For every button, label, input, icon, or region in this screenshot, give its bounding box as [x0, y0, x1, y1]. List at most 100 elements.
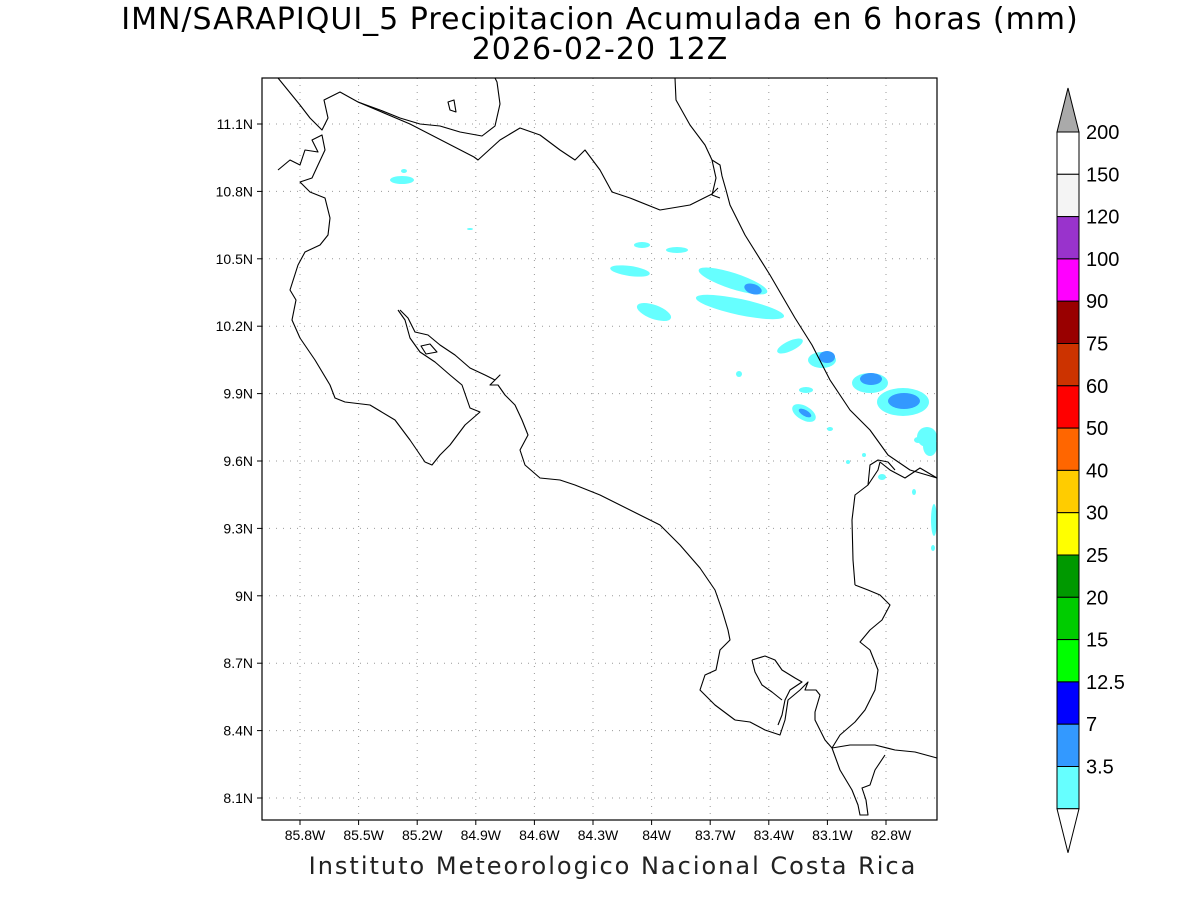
legend-color-box [1056, 639, 1080, 683]
golfo-dulce-coast [751, 655, 803, 726]
legend-level-label: 60 [1086, 376, 1108, 398]
lat-tick-label: 10.8N [216, 183, 253, 199]
legend-color-box [1056, 554, 1080, 598]
rain-cell [401, 169, 407, 173]
rain-cell [636, 302, 672, 322]
lon-tick-label: 82.8W [871, 827, 912, 843]
map-title: IMN/SARAPIQUI_5 Precipitacion Acumulada … [121, 2, 1079, 37]
legend-color-box [1056, 343, 1080, 387]
lat-tick-label: 9.9N [223, 386, 253, 402]
pacific-coast [399, 309, 736, 721]
rain-cell [888, 393, 920, 409]
lat-tick-label: 9N [235, 588, 253, 604]
rain-cell [878, 474, 886, 480]
rain-cell [799, 387, 813, 393]
lon-tick-label: 84W [642, 827, 672, 843]
osa-peninsula [734, 584, 891, 749]
map-frame [261, 77, 938, 821]
golfo-dulce-coast [751, 659, 783, 701]
legend-over-arrow [1056, 87, 1080, 133]
rain-cell [777, 338, 803, 354]
legend-level-label: 15 [1086, 630, 1108, 652]
longitude-labels: 85.8W 85.5W 85.2W 84.9W 84.6W 84.3W 84W 83.7W 83… [285, 820, 912, 843]
legend-level-label: 30 [1086, 503, 1108, 525]
lat-tick-label: 11.1N [217, 116, 253, 132]
legend-level-label: 50 [1086, 418, 1108, 440]
gulf-islet [420, 343, 438, 355]
lon-tick-label: 84.3W [578, 827, 619, 843]
rain-cell [666, 247, 688, 253]
rain-cell [862, 453, 866, 457]
precipitation-legend: 200 150 120 100 90 75 60 50 40 30 25 20 15 12.5 7 3.5 [1056, 87, 1125, 853]
legend-color-box [1056, 596, 1080, 641]
coastlines [277, 77, 938, 816]
lon-tick-label: 84.6W [519, 827, 560, 843]
legend-level-label: 120 [1086, 207, 1119, 229]
pacific-coast [277, 134, 481, 466]
legend-level-label: 3.5 [1086, 757, 1114, 779]
rain-cell [736, 371, 742, 377]
rain-cell [931, 545, 935, 551]
legend-level-label: 150 [1086, 164, 1119, 186]
legend-level-label: 25 [1086, 545, 1108, 567]
northern-border [357, 101, 719, 211]
rain-cell [819, 351, 835, 363]
rain-cell [923, 436, 937, 456]
rain-cell [931, 504, 937, 536]
rain-cell [390, 176, 414, 184]
rain-cell [695, 294, 785, 320]
legend-level-label: 12.5 [1086, 672, 1125, 694]
legend-color-box [1056, 723, 1080, 768]
lat-tick-label: 9.6N [223, 453, 253, 469]
rain-cell [798, 408, 812, 418]
panama-border [851, 461, 938, 586]
lat-tick-label: 10.5N [216, 251, 253, 267]
lat-tick-label: 9.3N [223, 520, 253, 536]
footer-credit: Instituto Meteorologico Nacional Costa R… [308, 852, 918, 880]
lon-tick-label: 85.5W [343, 827, 384, 843]
map-grid [262, 78, 937, 820]
legend-color-box [1056, 512, 1080, 556]
lon-tick-label: 85.8W [285, 827, 326, 843]
caribbean-coast [711, 159, 938, 479]
nicaragua-coast [674, 77, 713, 161]
legend-color-box [1056, 766, 1080, 810]
legend-level-label: 100 [1086, 249, 1119, 271]
rain-cell [634, 242, 650, 248]
legend-color-box [1056, 427, 1080, 471]
lon-tick-label: 85.2W [402, 827, 443, 843]
lon-tick-label: 83.4W [754, 827, 795, 843]
legend-color-box [1056, 131, 1080, 175]
legend-color-box [1056, 300, 1080, 345]
rain-cell [860, 373, 882, 385]
legend-under-arrow [1056, 808, 1080, 853]
panama-coast [831, 744, 938, 759]
burica-peninsula [831, 747, 886, 816]
precipitation-areas [390, 169, 937, 551]
legend-level-label: 75 [1086, 334, 1108, 356]
map-datetime: 2026-02-20 12Z [471, 32, 729, 67]
lon-tick-label: 83.7W [695, 827, 736, 843]
lat-tick-label: 10.2N [216, 318, 253, 334]
rain-light-areas [390, 169, 937, 551]
lat-tick-label: 8.1N [223, 790, 253, 806]
lat-tick-label: 8.7N [223, 655, 253, 671]
legend-color-box [1056, 681, 1080, 725]
legend-level-label: 40 [1086, 460, 1108, 482]
legend-level-label: 90 [1086, 291, 1108, 313]
caribbean-coast [711, 159, 721, 199]
legend-color-box [1056, 173, 1080, 218]
rain-cell [914, 437, 922, 443]
rain-cell [912, 489, 916, 495]
latitude-labels: 11.1N 10.8N 10.5N 10.2N 9.9N 9.6N 9.3N 9N 8.7N 8.… [216, 116, 262, 806]
legend-color-box [1056, 258, 1080, 302]
legend-level-label: 200 [1086, 122, 1119, 144]
legend-level-label: 7 [1086, 714, 1097, 736]
legend-color-box [1056, 469, 1080, 514]
rain-moderate-areas [744, 283, 920, 418]
lat-tick-label: 8.4N [223, 723, 253, 739]
lake-islet [447, 99, 457, 113]
legend-color-box [1056, 385, 1080, 429]
northern-border [277, 77, 501, 137]
lon-tick-label: 84.9W [461, 827, 502, 843]
